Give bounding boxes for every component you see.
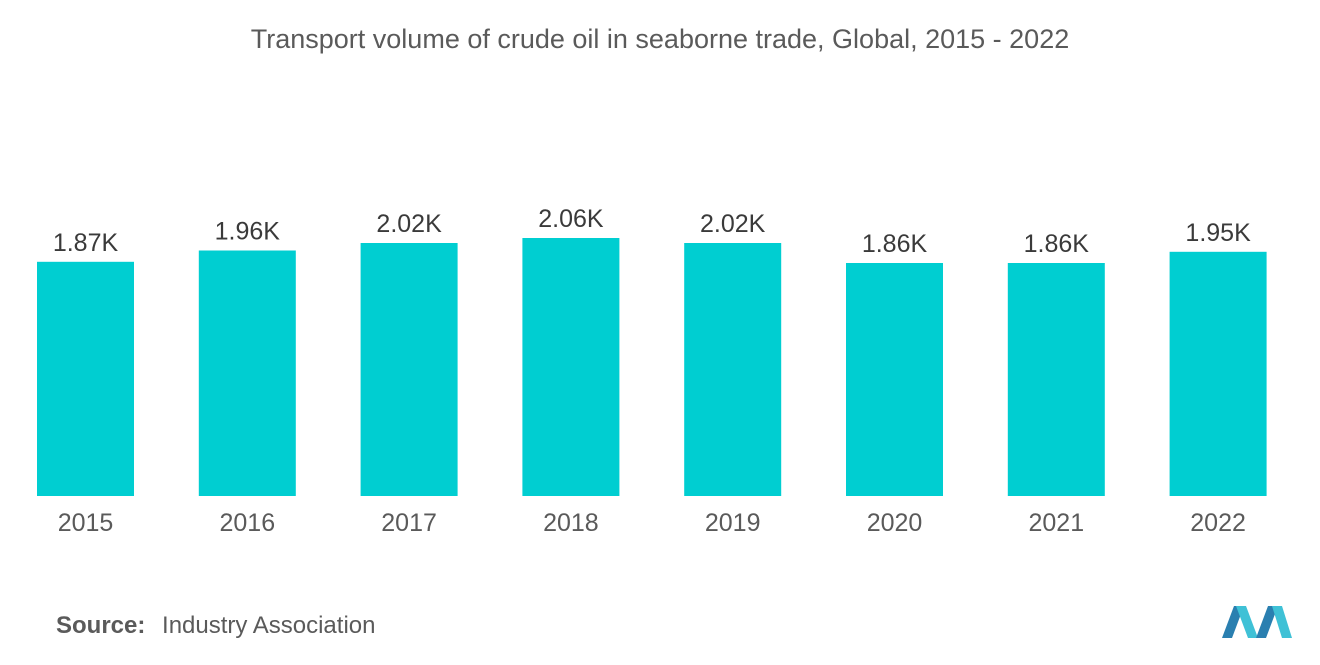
data-label-2018: 2.06K (538, 205, 604, 233)
bar-2019 (684, 243, 782, 496)
data-label-2022: 1.95K (1185, 219, 1251, 247)
source-text: Industry Association (162, 612, 376, 639)
bar-2016 (198, 250, 296, 496)
x-tick-label-2017: 2017 (381, 509, 437, 537)
x-tick-label-2021: 2021 (1028, 509, 1084, 537)
bar-2015 (37, 261, 134, 496)
x-tick-label-2015: 2015 (58, 509, 114, 537)
data-label-2019: 2.02K (700, 210, 766, 238)
source-line: Source: Industry Association (56, 612, 375, 640)
bar-2021 (1007, 263, 1105, 496)
mordor-logo-icon (1222, 606, 1292, 638)
x-tick-label-2018: 2018 (543, 509, 599, 537)
bar-2017 (360, 243, 458, 496)
data-label-2021: 1.86K (1024, 230, 1090, 258)
data-label-2016: 1.96K (215, 218, 281, 246)
bar-2018 (522, 238, 620, 496)
chart-title: Transport volume of crude oil in seaborn… (250, 24, 1070, 54)
x-tick-label-2016: 2016 (219, 509, 275, 537)
data-label-2020: 1.86K (862, 230, 928, 258)
data-label-2017: 2.02K (376, 210, 442, 238)
bar-2022 (1169, 251, 1267, 496)
bar-2020 (846, 263, 943, 496)
x-tick-label-2022: 2022 (1190, 509, 1246, 537)
x-tick-label-2020: 2020 (867, 509, 923, 537)
data-label-2015: 1.87K (53, 229, 119, 257)
source-label: Source: (56, 612, 146, 639)
x-tick-label-2019: 2019 (705, 509, 761, 537)
